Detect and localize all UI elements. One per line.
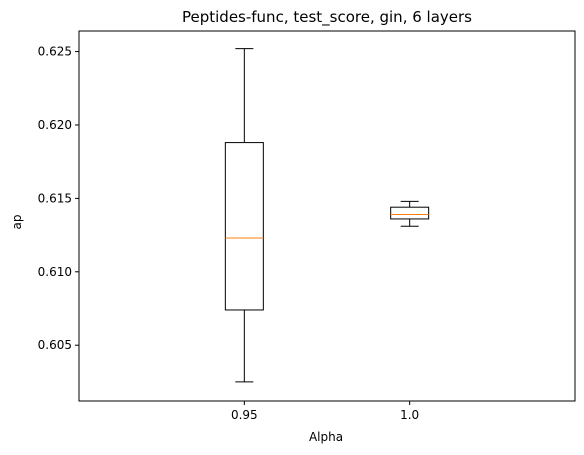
box	[390, 206, 430, 220]
plot-frame	[78, 30, 576, 402]
y-tick-label: 0.625	[38, 45, 72, 59]
y-tick-label: 0.615	[38, 191, 72, 205]
y-tick-label: 0.605	[38, 338, 72, 352]
x-tick-label: 0.95	[231, 408, 258, 422]
chart-title: Peptides-func, test_score, gin, 6 layers	[182, 8, 472, 27]
box	[224, 142, 264, 311]
y-axis-label: ap	[10, 215, 24, 230]
x-axis-label: Alpha	[309, 430, 343, 444]
y-tick-label: 0.620	[38, 118, 72, 132]
plot-area: 0.605 0.610 0.615 0.620 0.625 0.95 1.0	[38, 45, 430, 422]
y-tick-label: 0.610	[38, 265, 72, 279]
x-tick-label: 1.0	[400, 408, 419, 422]
